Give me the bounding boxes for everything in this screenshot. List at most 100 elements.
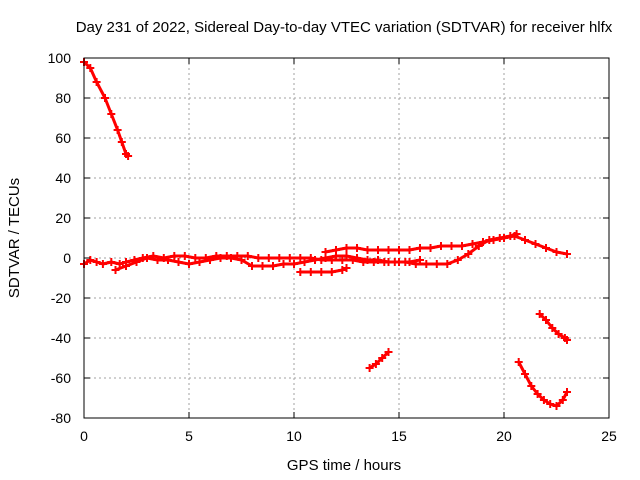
data-series [80, 58, 571, 410]
data-point [180, 252, 189, 260]
data-point [443, 260, 452, 268]
series-arc-3 [111, 252, 424, 274]
x-tick-label: 10 [286, 428, 302, 444]
grid [84, 58, 609, 418]
data-point [191, 254, 200, 262]
data-point [384, 348, 393, 356]
data-point [416, 256, 424, 264]
data-point [514, 358, 523, 366]
data-point [285, 254, 294, 262]
series-arc-5 [321, 232, 571, 258]
data-point [264, 254, 273, 262]
y-tick-label: 40 [55, 170, 71, 186]
data-point [533, 390, 542, 398]
data-point [464, 250, 473, 258]
data-point [185, 260, 193, 268]
data-point [363, 256, 372, 264]
chart-title: Day 231 of 2022, Sidereal Day-to-day VTE… [76, 19, 613, 36]
data-point [122, 262, 130, 270]
x-tick-label: 25 [601, 428, 617, 444]
y-tick-label: 20 [55, 210, 71, 226]
data-point [342, 244, 351, 252]
data-point [384, 246, 393, 254]
data-point [552, 402, 561, 410]
data-point [170, 252, 179, 260]
series-arc-1 [80, 58, 133, 160]
data-point [279, 260, 288, 268]
data-point [479, 238, 487, 246]
data-point [342, 264, 351, 272]
data-point [153, 256, 162, 264]
data-point [92, 258, 101, 266]
data-point [300, 258, 309, 266]
x-tick-label: 0 [80, 428, 88, 444]
data-point [237, 256, 246, 264]
y-tick-label: -20 [51, 290, 71, 306]
y-tick-label: 60 [55, 130, 71, 146]
data-point [174, 258, 183, 266]
plot-frame [83, 57, 610, 419]
y-tick-label: 0 [63, 250, 71, 266]
data-point [227, 254, 235, 262]
data-point [542, 316, 550, 324]
series-trace [368, 350, 390, 370]
data-point [275, 254, 284, 262]
data-point [546, 400, 555, 408]
data-point [422, 260, 431, 268]
series-arc-8 [535, 310, 571, 344]
data-point [558, 396, 567, 404]
y-tick-label: -80 [51, 410, 71, 426]
data-point [111, 266, 120, 274]
data-point [124, 152, 133, 160]
data-point [243, 252, 252, 260]
data-point [447, 242, 456, 250]
data-point [416, 244, 424, 252]
data-point [86, 256, 95, 264]
y-tick-label: -40 [51, 330, 71, 346]
data-point [353, 244, 361, 252]
data-point [353, 254, 361, 262]
data-point [437, 242, 445, 250]
data-point [306, 268, 315, 276]
y-tick-label: -60 [51, 370, 71, 386]
data-point [539, 396, 548, 404]
data-point [258, 262, 267, 270]
data-point [321, 248, 330, 256]
data-point [195, 258, 204, 266]
series-arc-7 [514, 358, 571, 410]
data-point [327, 268, 336, 276]
data-point [269, 262, 277, 270]
data-point [363, 246, 372, 254]
data-point [248, 262, 256, 270]
data-point [332, 246, 340, 254]
data-point [521, 236, 529, 244]
x-tick-label: 20 [496, 428, 512, 444]
data-point [374, 246, 382, 254]
data-point [216, 254, 225, 262]
data-point [101, 94, 109, 102]
data-point [432, 260, 441, 268]
data-point [342, 252, 351, 260]
data-point [311, 256, 319, 264]
data-point [92, 78, 101, 86]
series-arc-6 [365, 348, 393, 372]
data-point [405, 246, 414, 254]
x-axis-title: GPS time / hours [287, 457, 401, 474]
data-point [395, 258, 403, 266]
data-point [548, 324, 557, 332]
data-point [254, 254, 263, 262]
data-point [296, 254, 305, 262]
data-point [458, 242, 466, 250]
data-point [405, 258, 414, 266]
data-point [563, 336, 571, 344]
data-point [143, 254, 151, 262]
data-point [426, 244, 435, 252]
data-point [107, 258, 116, 266]
axis-ticks: 0 5 10 15 20 25 -80 -60 -40 -20 0 20 40 60 80 100 [48, 50, 617, 444]
data-point [107, 110, 116, 118]
data-point [552, 248, 561, 256]
data-point [384, 258, 393, 266]
y-axis-title: SDTVAR / TECUs [6, 178, 23, 298]
